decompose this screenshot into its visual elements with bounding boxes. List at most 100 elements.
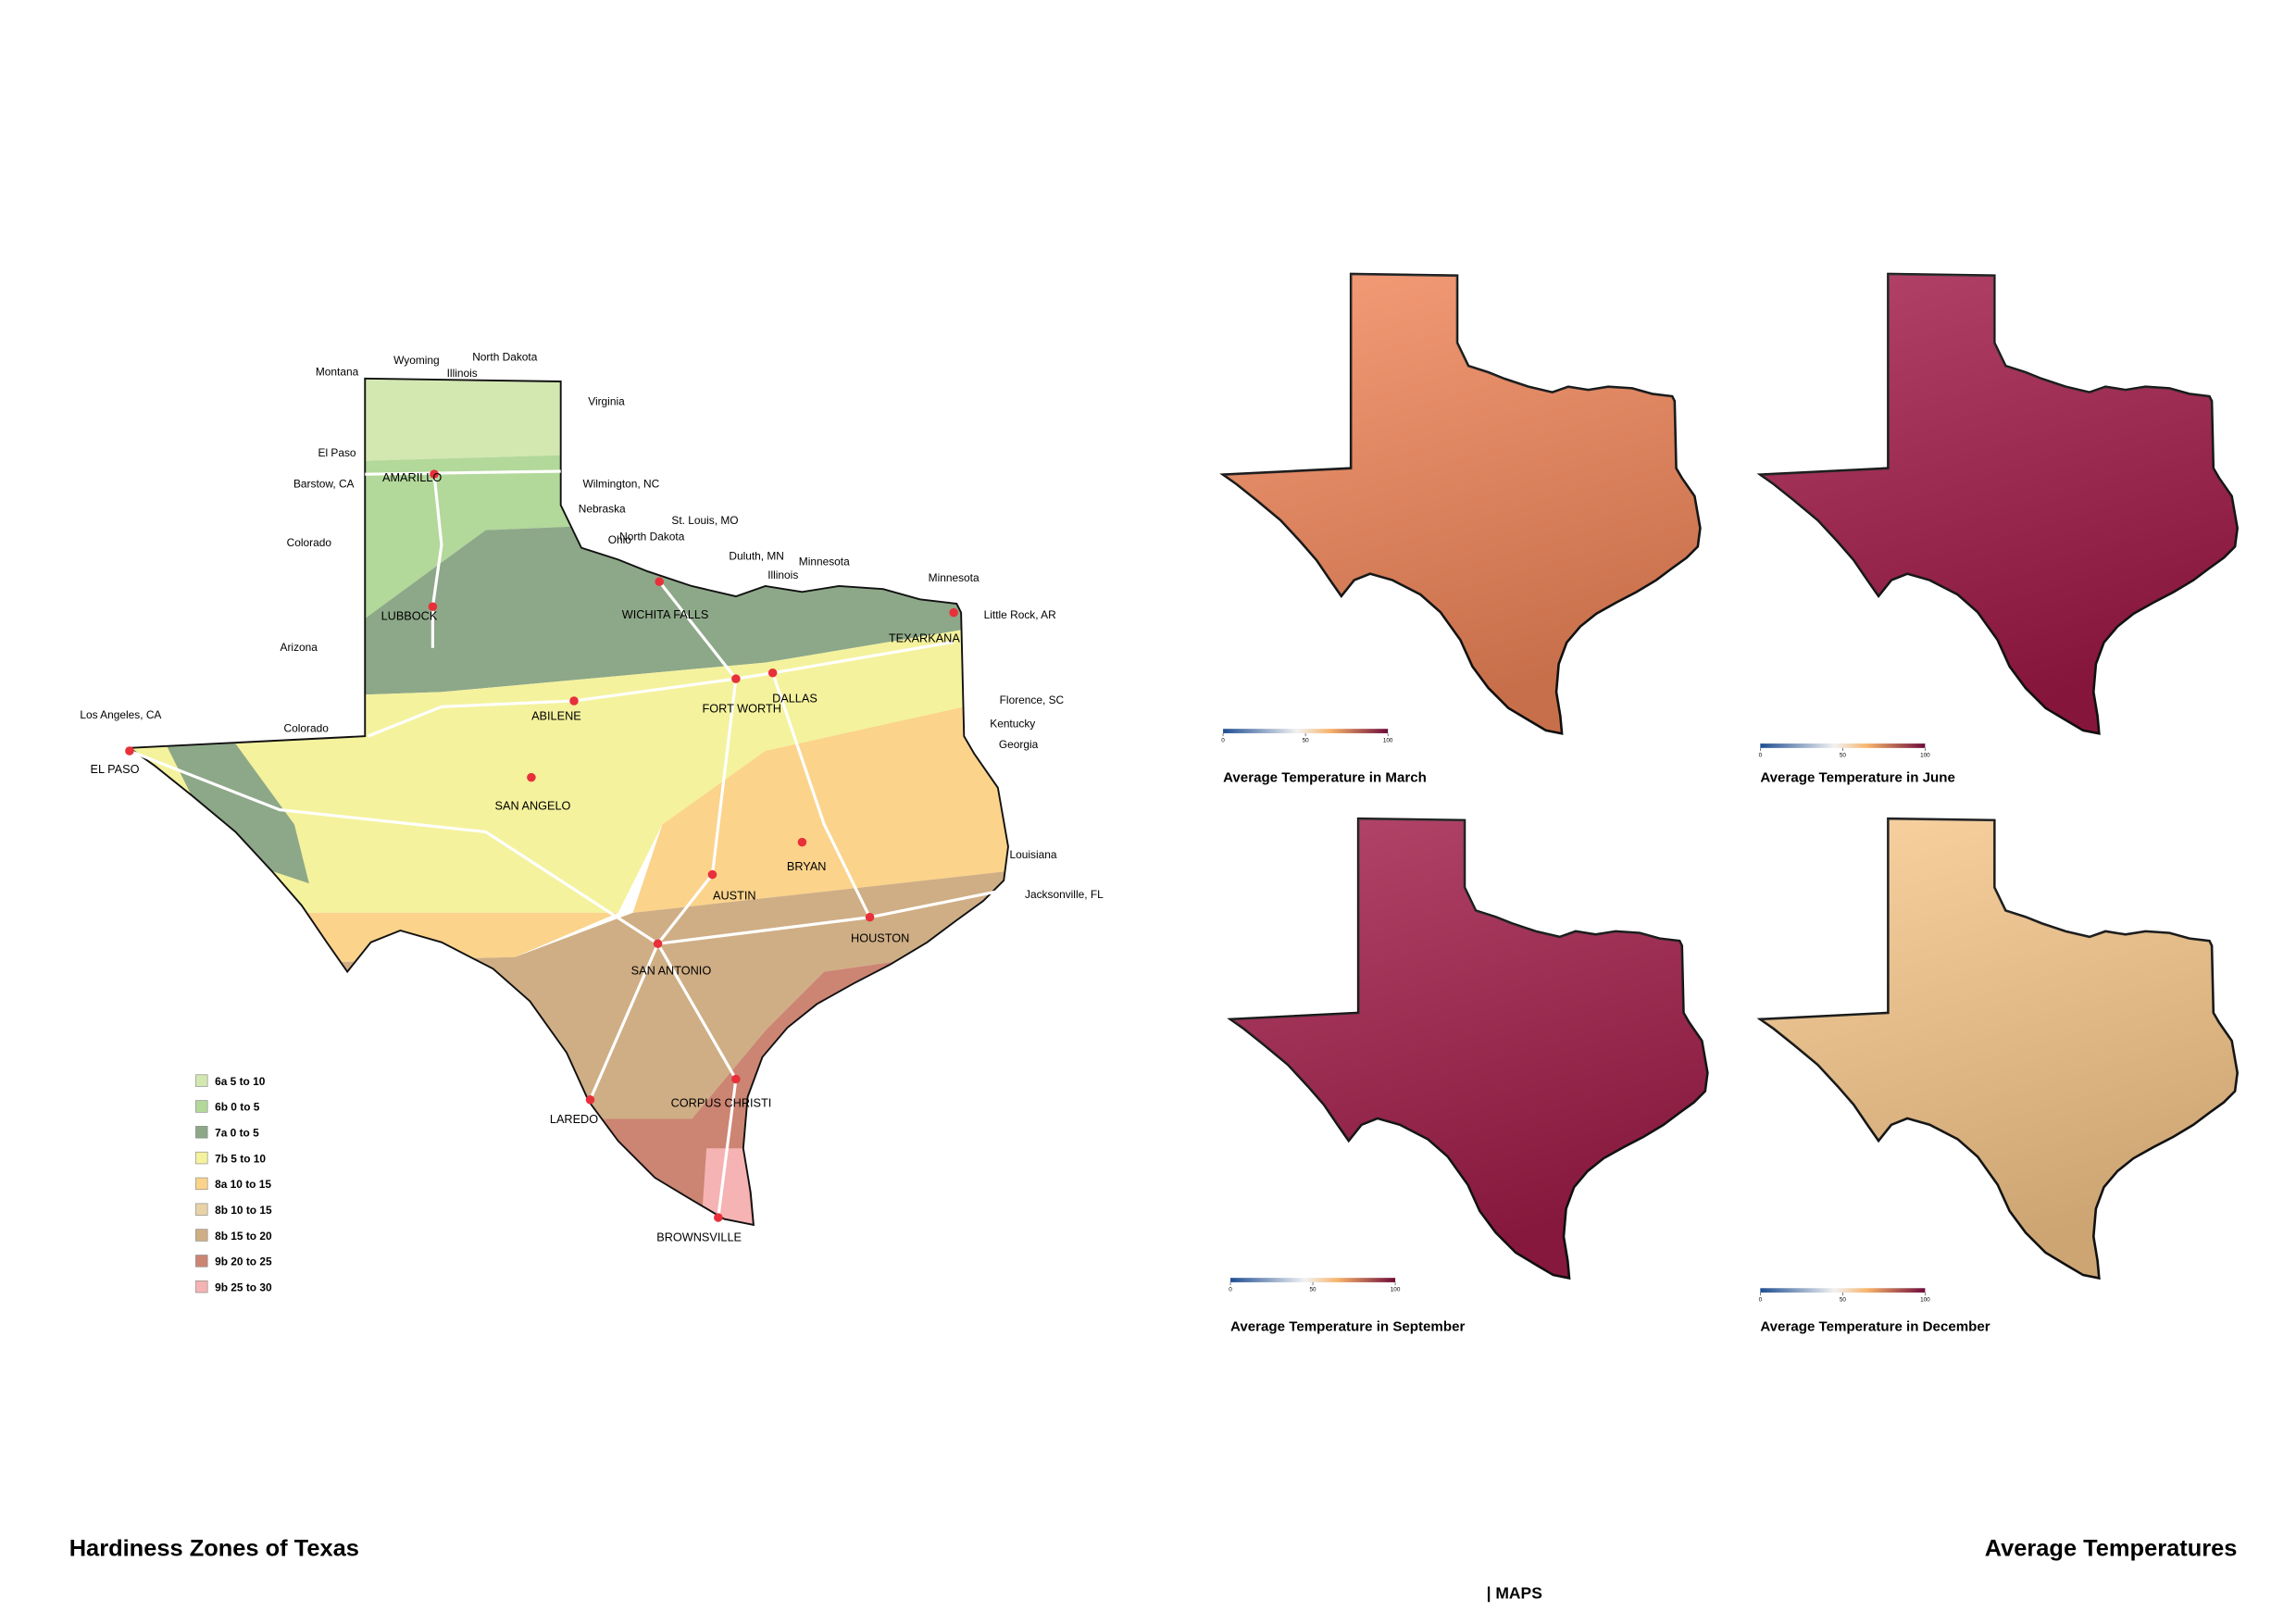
colorbar-tick-label: 0	[1759, 1297, 1763, 1304]
legend-label: 8b 15 to 20	[215, 1230, 272, 1243]
city-dot	[767, 668, 778, 678]
legend-label: 9b 20 to 25	[215, 1255, 272, 1268]
context-label: Florence, SC	[1000, 693, 1065, 706]
colorbar-tick-label: 100	[1383, 737, 1393, 743]
zone	[129, 942, 1008, 1225]
context-label: Ohio	[608, 533, 632, 546]
city-dot	[569, 696, 579, 706]
context-label: Montana	[316, 366, 359, 379]
colorbar-tick-label: 0	[1229, 1286, 1232, 1293]
context-label: Duluth, MN	[729, 549, 784, 562]
context-label: Wyoming	[393, 354, 440, 367]
city-dot	[731, 674, 741, 683]
context-label: Los Angeles, CA	[80, 708, 161, 721]
city-label: FORT WORTH	[703, 702, 781, 716]
legend-swatch	[195, 1229, 208, 1242]
city-dot	[655, 577, 664, 586]
map-shade	[1760, 818, 2238, 1279]
footer: | MAPS	[1487, 1584, 1542, 1603]
zone	[129, 378, 1008, 471]
city-label: SAN ANTONIO	[631, 964, 712, 978]
city-dot	[865, 912, 875, 922]
zone-layer	[129, 378, 1008, 1225]
legend-label: 7b 5 to 10	[215, 1152, 266, 1165]
context-label: Colorado	[287, 536, 332, 549]
context-label: Minnesota	[929, 571, 980, 584]
context-label: Illinois	[447, 367, 478, 380]
city-label: BRYAN	[787, 859, 827, 873]
context-label: North Dakota	[619, 531, 685, 543]
legend-swatch	[195, 1100, 208, 1113]
city-label: WICHITA FALLS	[622, 607, 709, 621]
context-label: North Dakota	[472, 351, 538, 364]
context-label: Jacksonville, FL	[1025, 888, 1104, 901]
city-dot	[731, 1074, 741, 1084]
map-shade	[1230, 818, 1708, 1279]
map-title: Average Temperature in September	[1230, 1318, 1465, 1334]
city-dot	[428, 602, 438, 611]
context-label: Louisiana	[1010, 848, 1057, 861]
colorbar-tick-label: 0	[1221, 737, 1225, 743]
legend-swatch	[195, 1280, 208, 1293]
colorbar-tick-label: 0	[1759, 752, 1763, 758]
legend-label: 6b 0 to 5	[215, 1101, 260, 1114]
city-label: CORPUS CHRISTI	[671, 1096, 772, 1110]
city-dot	[430, 469, 439, 479]
colorbar	[1223, 729, 1389, 733]
city-label: SAN ANGELO	[495, 799, 571, 813]
legend-label: 6a 5 to 10	[215, 1075, 266, 1088]
legend-label: 8a 10 to 15	[215, 1178, 271, 1191]
city-dot	[653, 939, 663, 949]
city-dot	[714, 1213, 723, 1222]
context-label: Little Rock, AR	[984, 608, 1056, 621]
context-label: Colorado	[284, 721, 330, 734]
context-label: Nebraska	[579, 502, 626, 515]
city-dot	[949, 607, 958, 618]
colorbar-tick-label: 100	[1920, 752, 1930, 758]
map-title: Average Temperature in June	[1760, 769, 1955, 785]
context-label: Wilmington, NC	[583, 477, 660, 490]
city-label: AMARILLO	[382, 470, 442, 484]
legend-swatch	[195, 1074, 208, 1087]
colorbar	[1760, 1288, 1926, 1293]
context-label: Georgia	[999, 738, 1039, 751]
context-label: St. Louis, MO	[671, 514, 738, 527]
left-title: Hardiness Zones of Texas	[69, 1536, 359, 1562]
legend-swatch	[195, 1151, 208, 1165]
city-label: DALLAS	[772, 692, 817, 706]
city-dot	[125, 746, 134, 756]
context-label: Arizona	[281, 641, 318, 654]
legend-swatch	[195, 1126, 208, 1139]
legend-label: 7a 0 to 5	[215, 1127, 259, 1140]
city-dot	[797, 837, 807, 847]
zone	[161, 736, 309, 884]
city-label: TEXARKANA	[889, 631, 960, 644]
city-label: ABILENE	[531, 709, 581, 723]
legend-swatch	[195, 1203, 208, 1216]
legend-swatch	[195, 1177, 208, 1191]
city-label: LAREDO	[550, 1112, 598, 1126]
city-label: EL PASO	[91, 762, 140, 776]
map-shade	[1760, 273, 2238, 734]
legend-label: 8b 10 to 15	[215, 1204, 272, 1217]
colorbar	[1760, 743, 1926, 748]
city-label: AUSTIN	[713, 889, 756, 903]
map-shade	[1223, 273, 1701, 734]
city-dot	[527, 772, 536, 782]
colorbar-tick-label: 50	[1310, 1286, 1317, 1293]
colorbar	[1230, 1278, 1396, 1282]
colorbar-tick-label: 50	[1840, 752, 1847, 758]
roads	[129, 469, 1002, 1218]
right-title: Average Temperatures	[1985, 1536, 2238, 1562]
city-label: HOUSTON	[851, 931, 909, 945]
zone	[632, 692, 1008, 913]
city-dot	[585, 1095, 595, 1105]
city-dot	[707, 869, 718, 880]
context-label: Barstow, CA	[293, 477, 355, 490]
colorbar-tick-label: 100	[1920, 1297, 1930, 1304]
context-label: El Paso	[318, 446, 356, 459]
context-label: Illinois	[767, 568, 798, 581]
context-label: Minnesota	[799, 556, 850, 568]
context-label: Virginia	[588, 394, 625, 407]
